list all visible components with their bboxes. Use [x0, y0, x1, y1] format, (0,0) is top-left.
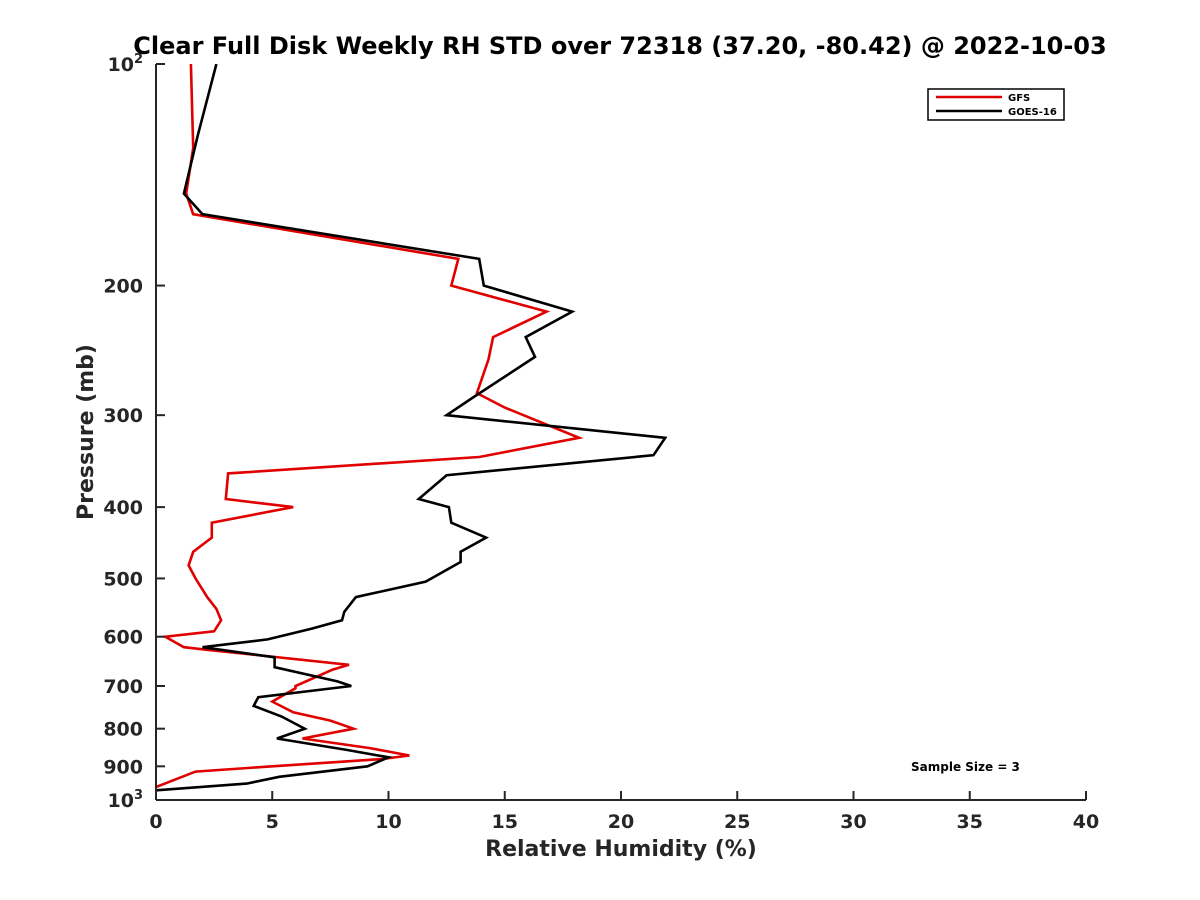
y-tick-label: 600	[103, 627, 143, 649]
y-tick-label: 500	[103, 568, 143, 590]
x-tick-label: 0	[149, 811, 162, 833]
y-tick-label: 800	[103, 719, 143, 741]
series-line-goes-16	[156, 64, 668, 792]
series-line-gfs	[156, 64, 584, 789]
x-tick-label: 5	[266, 811, 279, 833]
legend-box	[927, 88, 1065, 121]
y-ticks: 102 200 300 400 500 600 700 800 900 103	[103, 52, 165, 812]
x-tick-label: 30	[840, 811, 866, 833]
series-layer	[156, 64, 668, 792]
y-tick-label: 200	[103, 276, 143, 298]
y-tick-label: 400	[103, 497, 143, 519]
y-tick-label: 900	[103, 756, 143, 778]
chart-title: Clear Full Disk Weekly RH STD over 72318…	[133, 32, 1106, 60]
y-tick-label: 102	[108, 52, 144, 76]
x-tick-label: 10	[375, 811, 401, 833]
legend-label-goes16: GOES-16	[1008, 107, 1057, 118]
y-tick-label: 300	[103, 405, 143, 427]
legend-label-gfs: GFS	[1008, 93, 1030, 104]
x-tick-label: 20	[608, 811, 634, 833]
sample-size-annotation: Sample Size = 3	[911, 760, 1020, 774]
x-ticks: 0 5 10 15 20 25 30 35 40	[149, 791, 1099, 833]
x-axis-label: Relative Humidity (%)	[485, 837, 757, 862]
y-tick-label: 103	[108, 788, 144, 812]
legend: GFS GOES-16	[927, 88, 1065, 121]
x-tick-label: 35	[957, 811, 983, 833]
x-tick-label: 40	[1073, 811, 1099, 833]
y-tick-label: 700	[103, 676, 143, 698]
x-tick-label: 15	[492, 811, 518, 833]
x-tick-label: 25	[724, 811, 750, 833]
y-axis-label: Pressure (mb)	[74, 344, 99, 520]
